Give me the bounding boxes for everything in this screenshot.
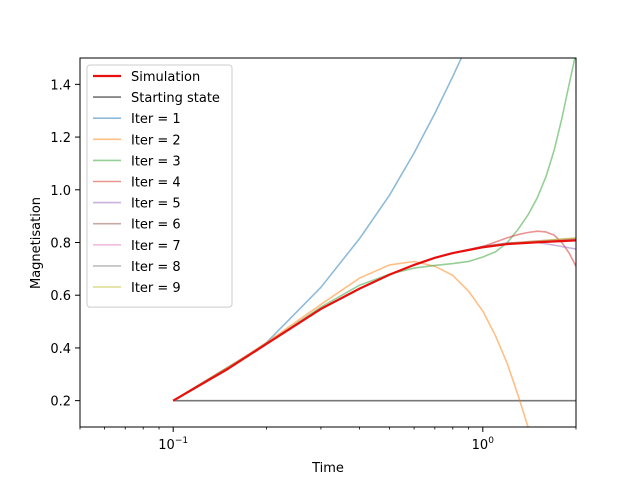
legend-label: Iter = 6 [131, 218, 181, 233]
legend-label: Iter = 4 [131, 176, 181, 191]
series-line-4 [172, 58, 576, 402]
x-axis-label: Time [311, 461, 344, 476]
y-tick-label: 0.8 [50, 237, 71, 252]
y-tick-label: 0.2 [50, 395, 71, 410]
y-tick-label: 0.4 [50, 342, 71, 357]
y-axis-label: Magnetisation [29, 197, 44, 289]
y-tick-label: 0.6 [50, 289, 71, 304]
legend-label: Iter = 2 [131, 133, 181, 148]
legend-label: Iter = 3 [131, 154, 181, 169]
legend-label: Simulation [131, 70, 200, 85]
series-line-simulation [172, 239, 576, 402]
x-axis: 10−1 100 [79, 427, 577, 453]
legend-label: Iter = 5 [131, 197, 181, 212]
y-tick-label: 1.4 [50, 78, 71, 93]
legend-label: Iter = 7 [131, 239, 181, 254]
legend-label: Starting state [131, 91, 220, 106]
series-layer [172, 58, 576, 427]
y-tick-label: 1.0 [50, 184, 71, 199]
x-tick-label: 100 [472, 436, 495, 453]
legend-label: Iter = 1 [131, 112, 181, 127]
legend-box [86, 64, 233, 308]
y-axis: 0.2 0.4 0.6 0.8 1.0 1.2 1.4 [50, 78, 80, 410]
legend: Simulation Starting state Iter = 1 Iter = 2… [86, 64, 233, 308]
x-tick-label: 10−1 [158, 436, 188, 453]
y-tick-label: 1.2 [50, 131, 71, 146]
legend-label: Iter = 8 [131, 260, 181, 275]
legend-label: Iter = 9 [131, 281, 181, 296]
